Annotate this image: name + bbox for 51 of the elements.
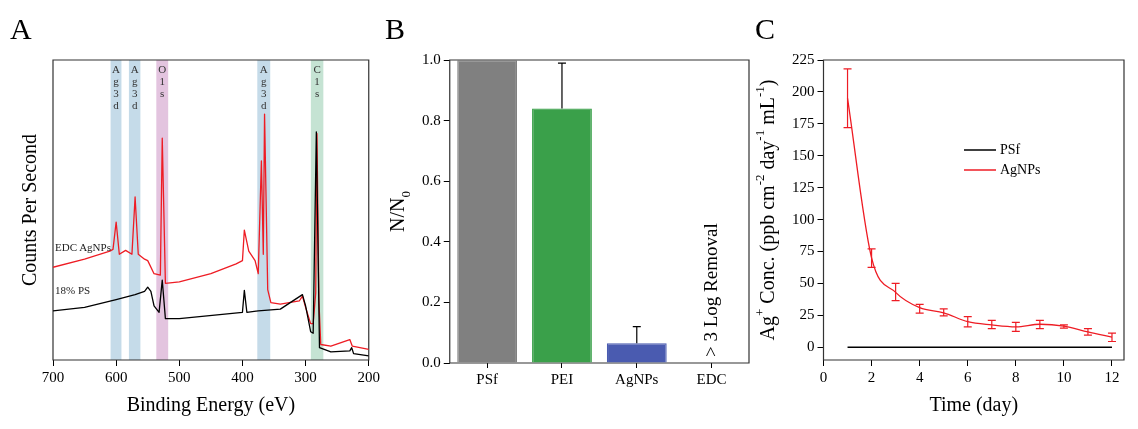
- x-tick-label: AgNPs: [615, 370, 659, 387]
- y-tick-label: 50: [799, 274, 815, 291]
- y-tick-label: 75: [799, 242, 815, 259]
- x-tick-label: 12: [1104, 368, 1120, 385]
- y-tick-label: 0.2: [422, 293, 441, 310]
- x-tick-label: 400: [231, 368, 254, 385]
- chart-title: A: [10, 11, 32, 45]
- series-label: EDC AgNPs: [55, 240, 111, 253]
- legend-label: PSf: [1000, 141, 1021, 157]
- annotation: > 3 Log Removal: [699, 223, 721, 357]
- y-axis-title: N/N0: [386, 191, 414, 232]
- x-tick-label: 8: [1012, 368, 1020, 385]
- band-label: Ag3d: [130, 62, 139, 111]
- x-axis-title: Binding Energy (eV): [126, 393, 296, 417]
- y-tick-label: 225: [792, 50, 815, 67]
- y-tick-label: 150: [792, 146, 815, 163]
- y-tick-label: 175: [792, 114, 815, 131]
- y-tick-label: 100: [792, 210, 815, 227]
- series-label: 18% PS: [55, 284, 91, 297]
- x-tick-label: 6: [963, 368, 972, 385]
- x-tick-label: PSf: [476, 370, 498, 387]
- chart-title: B: [385, 11, 406, 45]
- band-label: Ag3d: [259, 62, 268, 111]
- y-tick-label: 0.6: [422, 172, 442, 189]
- y-tick-label: 0.0: [422, 353, 441, 370]
- y-tick-label: 25: [799, 306, 815, 323]
- y-tick-label: 1.0: [422, 50, 441, 67]
- x-tick-label: 10: [1056, 368, 1072, 385]
- y-axis-title: Counts Per Second: [18, 133, 41, 287]
- y-tick-label: 0.4: [422, 232, 442, 249]
- band-label: O1s: [158, 62, 167, 99]
- text: Ag+ Conc. (ppb cm-2 day-1 mL-1): [752, 79, 779, 341]
- x-tick-label: 700: [41, 368, 65, 385]
- x-tick-label: 500: [168, 368, 191, 385]
- legend-label: AgNPs: [1000, 161, 1041, 177]
- chart-title: C: [755, 11, 776, 45]
- x-tick-label: 2: [867, 368, 876, 385]
- x-tick-label: 300: [294, 368, 317, 385]
- y-tick-label: 0.8: [422, 111, 441, 128]
- x-tick-label: 4: [915, 368, 924, 385]
- x-tick-label: 600: [104, 368, 128, 385]
- band-label: Ag3d: [112, 62, 121, 111]
- x-tick-label: EDC: [696, 370, 727, 387]
- y-tick-label: 200: [792, 82, 815, 99]
- x-axis-title: Time (day): [929, 393, 1019, 417]
- band-label: C1s: [313, 62, 321, 99]
- x-tick-label: PEI: [550, 370, 574, 387]
- x-tick-label: 200: [357, 368, 380, 385]
- y-tick-label: 125: [792, 178, 815, 195]
- y-tick-label: 0: [807, 338, 815, 355]
- x-tick-label: 0: [819, 368, 828, 385]
